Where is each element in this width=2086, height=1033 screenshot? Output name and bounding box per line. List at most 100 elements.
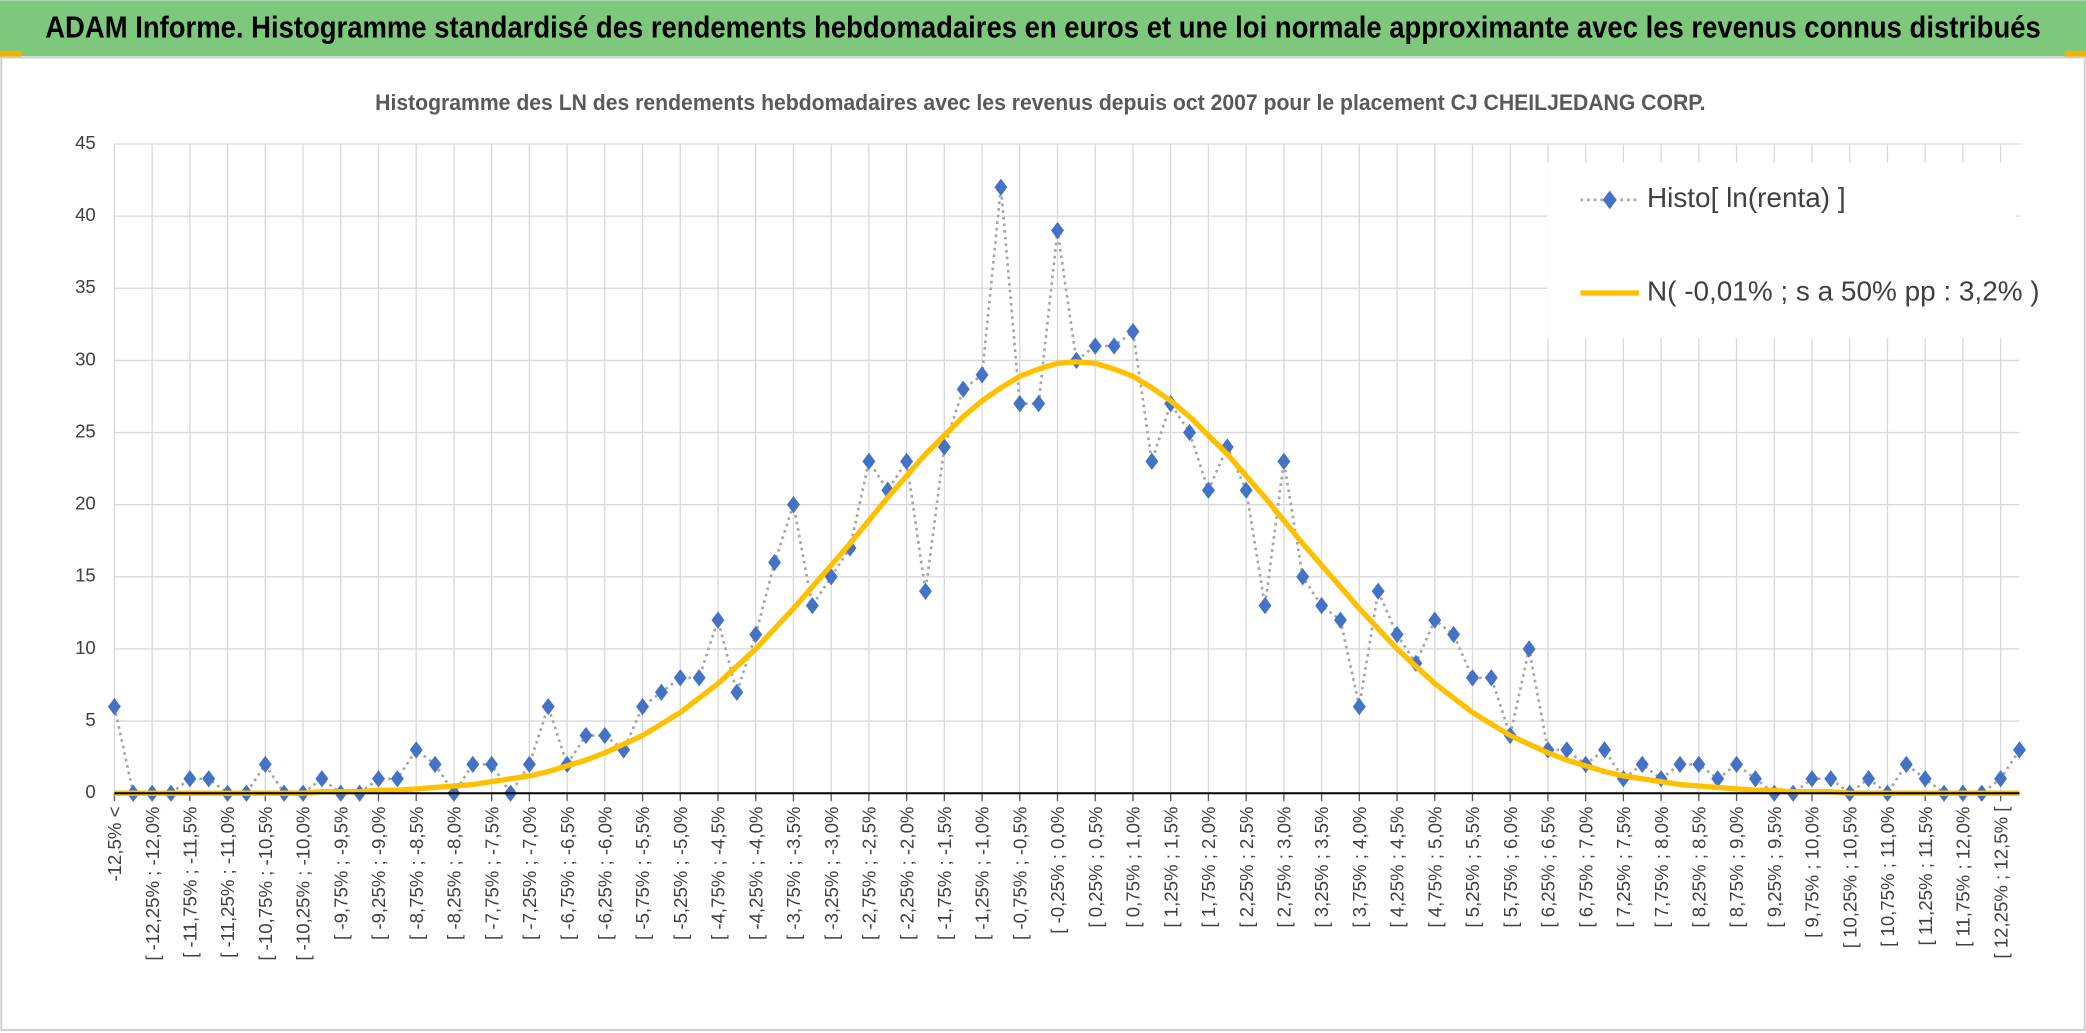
data-point <box>975 366 989 384</box>
data-point <box>1428 611 1442 629</box>
data-point <box>1899 755 1913 774</box>
data-point <box>1598 741 1612 759</box>
x-tick-label: [ 12,25% ; 12,5% [ <box>1990 806 2011 959</box>
legend-box <box>1547 162 2016 339</box>
data-point <box>900 452 914 471</box>
data-point <box>1465 669 1479 687</box>
x-tick-label: [ 5,75% ; 6,0% <box>1500 807 1521 928</box>
data-point <box>1239 481 1253 499</box>
x-tick-label: [ 1,75% ; 2,0% <box>1198 807 1219 928</box>
data-point <box>673 669 687 687</box>
data-point <box>937 438 951 456</box>
data-point <box>598 726 612 745</box>
x-tick-label: [ 1,25% ; 1,5% <box>1160 807 1181 928</box>
x-tick-label: [ 10,25% ; 10,5% <box>1839 807 1860 949</box>
x-tick-label: [ -6,75% ; -6,5% <box>557 807 578 940</box>
y-tick-label: 0 <box>85 781 95 802</box>
legend-label: N( -0,01% ; s a 50% pp : 3,2% ) <box>1647 275 2040 306</box>
x-tick-label: [ -7,25% ; -7,0% <box>519 807 540 940</box>
y-tick-label: 10 <box>75 637 96 658</box>
x-tick-label: [ -2,75% ; -2,5% <box>859 807 880 940</box>
y-tick-label: 40 <box>75 204 96 225</box>
legend-marker <box>1602 190 1617 210</box>
data-point <box>1145 452 1159 471</box>
x-tick-label: [ 3,25% ; 3,5% <box>1311 807 1332 928</box>
x-tick-label: [ 4,75% ; 5,0% <box>1424 807 1445 928</box>
data-point <box>107 698 121 716</box>
chart-title: Histogramme des LN des rendements hebdom… <box>375 90 1705 115</box>
x-tick-label: [ -4,25% ; -4,0% <box>745 807 766 940</box>
x-tick-label: [ -0,25% ; 0,0% <box>1047 807 1068 934</box>
data-point <box>1371 582 1385 600</box>
x-tick-label: [ -0,75% ; -0,5% <box>1009 807 1030 940</box>
data-point <box>805 597 819 615</box>
x-tick-label: [ 7,25% ; 7,5% <box>1613 807 1634 928</box>
data-point <box>1484 669 1498 687</box>
data-point <box>1824 770 1838 788</box>
x-tick-label: [ -5,25% ; -5,0% <box>670 807 691 940</box>
data-point <box>1692 755 1706 774</box>
x-tick-label: [ 10,75% ; 11,0% <box>1877 807 1898 947</box>
x-tick-label: [ -7,75% ; -7,5% <box>481 807 502 940</box>
legend-label: Histo[ ln(renta) ] <box>1647 182 1846 213</box>
data-point <box>1711 770 1725 788</box>
x-tick-label: [ 7,75% ; 8,0% <box>1651 807 1672 928</box>
data-point <box>390 770 404 788</box>
x-tick-label: [ 6,25% ; 6,5% <box>1538 807 1559 928</box>
data-point <box>1748 770 1762 788</box>
data-point <box>183 770 197 788</box>
data-point <box>1051 221 1065 240</box>
x-tick-label: [ 4,25% ; 4,5% <box>1387 807 1408 928</box>
x-tick-label: [ -11,25% ; -11,0% <box>217 807 238 958</box>
data-point <box>749 625 763 644</box>
x-tick-label: [ -10,25% ; -10,0% <box>293 807 314 961</box>
x-tick-label: [ -6,25% ; -6,0% <box>594 807 615 940</box>
x-tick-label: [ 3,75% ; 4,0% <box>1349 807 1370 928</box>
data-point <box>711 611 725 629</box>
x-tick-label: [ -8,75% ; -8,5% <box>406 807 427 940</box>
x-tick-label: [ 2,75% ; 3,0% <box>1274 807 1295 928</box>
data-point <box>1918 770 1932 788</box>
x-tick-label: [ -5,75% ; -5,5% <box>632 807 653 940</box>
data-point <box>258 755 272 774</box>
x-tick-label: [ -1,25% ; -1,0% <box>972 807 993 940</box>
data-point <box>1032 395 1046 413</box>
y-tick-label: 35 <box>75 276 96 297</box>
x-tick-label: [ 8,75% ; 9,0% <box>1726 807 1747 928</box>
x-tick-label: [ -1,75% ; -1,5% <box>934 807 955 940</box>
x-tick-label: [ -4,75% ; -4,5% <box>708 807 729 940</box>
data-point <box>1201 481 1215 499</box>
y-tick-label: 30 <box>75 348 96 369</box>
x-tick-label: [ 2,25% ; 2,5% <box>1236 807 1257 928</box>
data-point <box>1333 611 1347 629</box>
data-point <box>1862 770 1876 788</box>
data-point <box>1296 568 1310 586</box>
data-point <box>428 755 442 774</box>
x-tick-label: [ 11,25% ; 11,5% <box>1915 807 1936 946</box>
x-tick-label: [ 0,25% ; 0,5% <box>1085 807 1106 928</box>
data-point <box>409 741 423 759</box>
y-tick-label: 25 <box>75 420 96 441</box>
data-point <box>1352 698 1366 716</box>
x-tick-label: [ 0,75% ; 1,0% <box>1123 807 1144 928</box>
data-point <box>1994 770 2008 788</box>
data-point <box>2012 741 2026 759</box>
x-tick-label: [ 9,75% ; 10,0% <box>1802 807 1823 938</box>
x-tick-label: [ 11,75% ; 12,0% <box>1953 807 1974 947</box>
data-point <box>1183 423 1197 442</box>
data-point <box>466 755 480 774</box>
banner-title: ADAM Informe. Histogramme standardisé de… <box>45 11 2041 45</box>
data-point <box>315 770 329 788</box>
data-point <box>1013 395 1027 413</box>
data-point <box>956 380 970 398</box>
data-point <box>1805 770 1819 788</box>
x-tick-label: [ -2,25% ; -2,0% <box>896 807 917 940</box>
data-point <box>768 553 782 572</box>
x-tick-label: [ -10,75% ; -10,5% <box>255 807 276 961</box>
data-point <box>1635 755 1649 774</box>
x-tick-label: [ -8,25% ; -8,0% <box>444 807 465 940</box>
x-tick-label: [ 9,25% ; 9,5% <box>1764 807 1785 928</box>
banner-corner <box>0 50 22 58</box>
data-point <box>1730 755 1744 774</box>
x-tick-label: [ -3,25% ; -3,0% <box>821 807 842 940</box>
